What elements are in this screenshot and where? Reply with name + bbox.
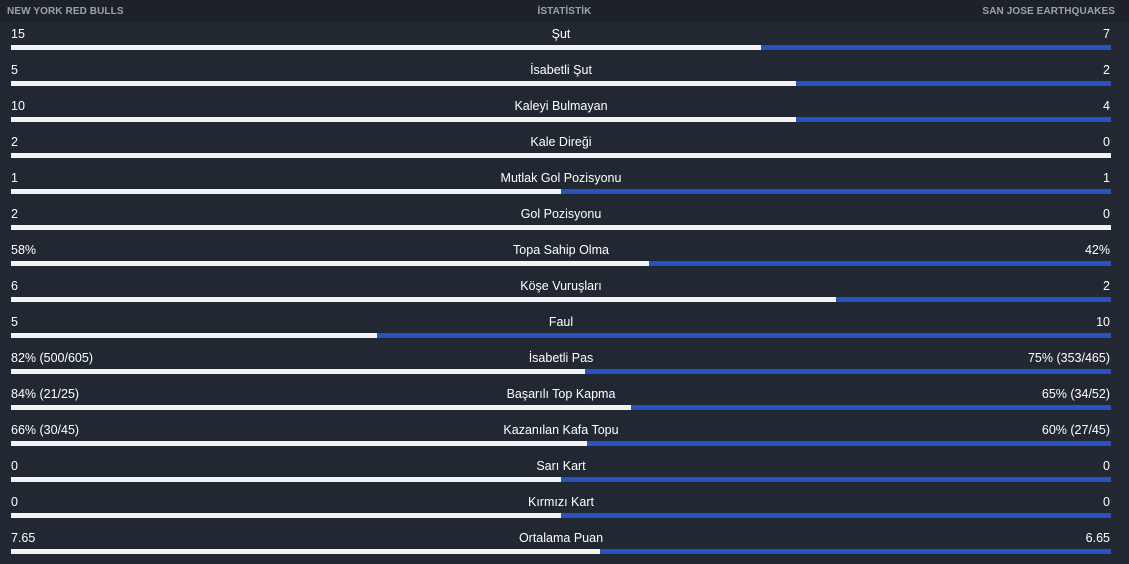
stat-label: Kale Direği xyxy=(530,135,592,149)
home-share-fill xyxy=(11,297,836,302)
away-value: 6.65 xyxy=(1085,531,1110,545)
home-share-fill xyxy=(11,549,600,554)
away-value: 75% (353/465) xyxy=(1027,351,1110,365)
home-share-fill xyxy=(11,45,762,50)
home-value: 5 xyxy=(11,63,18,77)
home-value: 6 xyxy=(11,279,18,293)
stat-label: Ortalama Puan xyxy=(518,531,604,545)
home-value: 58% xyxy=(11,243,37,257)
comparison-bar xyxy=(11,513,1111,518)
comparison-bar xyxy=(11,153,1111,158)
stat-label: Faul xyxy=(548,315,574,329)
stat-row: 66% (30/45) Kazanılan Kafa Topu 60% (27/45… xyxy=(0,418,1129,454)
stat-row: 2 Kale Direği 0 xyxy=(0,130,1129,166)
away-value: 0 xyxy=(1103,207,1110,221)
home-value: 15 xyxy=(11,27,25,41)
comparison-bar xyxy=(11,261,1111,266)
stat-row: 2 Gol Pozisyonu 0 xyxy=(0,202,1129,238)
comparison-bar xyxy=(11,477,1111,482)
stat-row: 7.65 Ortalama Puan 6.65 xyxy=(0,526,1129,562)
home-value: 1 xyxy=(11,171,18,185)
home-share-fill xyxy=(11,225,1111,230)
comparison-bar xyxy=(11,81,1111,86)
comparison-bar xyxy=(11,405,1111,410)
stat-label: Gol Pozisyonu xyxy=(520,207,602,221)
stat-row: 5 İsabetli Şut 2 xyxy=(0,58,1129,94)
away-value: 1 xyxy=(1103,171,1110,185)
away-value: 65% (34/52) xyxy=(1041,387,1110,401)
home-share-fill xyxy=(11,261,649,266)
away-value: 0 xyxy=(1103,495,1110,509)
home-share-fill xyxy=(11,333,378,338)
stat-row: 15 Şut 7 xyxy=(0,22,1129,58)
home-team-name: NEW YORK RED BULLS xyxy=(7,6,124,17)
away-team-name: SAN JOSE EARTHQUAKES xyxy=(982,6,1115,17)
stats-header: NEW YORK RED BULLS İSTATİSTİK SAN JOSE E… xyxy=(0,0,1129,22)
comparison-bar xyxy=(11,117,1111,122)
stat-label: Köşe Vuruşları xyxy=(520,279,602,293)
home-share-fill xyxy=(11,189,561,194)
stat-row: 5 Faul 10 xyxy=(0,310,1129,346)
home-share-fill xyxy=(11,117,797,122)
stats-title: İSTATİSTİK xyxy=(537,6,592,17)
comparison-bar xyxy=(11,297,1111,302)
home-value: 84% (21/25) xyxy=(11,387,80,401)
stat-label: İsabetli Pas xyxy=(528,351,594,365)
stat-label: Kırmızı Kart xyxy=(528,495,594,509)
home-share-fill xyxy=(11,81,797,86)
away-value: 10 xyxy=(1096,315,1110,329)
away-value: 42% xyxy=(1084,243,1110,257)
home-share-fill xyxy=(11,369,586,374)
away-value: 60% (27/45) xyxy=(1041,423,1110,437)
stat-row: 6 Köşe Vuruşları 2 xyxy=(0,274,1129,310)
stat-row: 84% (21/25) Başarılı Top Kapma 65% (34/52) xyxy=(0,382,1129,418)
home-value: 2 xyxy=(11,207,18,221)
away-value: 2 xyxy=(1103,279,1110,293)
home-value: 7.65 xyxy=(11,531,36,545)
stat-label: Mutlak Gol Pozisyonu xyxy=(500,171,622,185)
stat-row: 58% Topa Sahip Olma 42% xyxy=(0,238,1129,274)
stat-row: 82% (500/605) İsabetli Pas 75% (353/465) xyxy=(0,346,1129,382)
comparison-bar xyxy=(11,225,1111,230)
stat-label: Sarı Kart xyxy=(536,459,586,473)
comparison-bar xyxy=(11,441,1111,446)
stat-label: Başarılı Top Kapma xyxy=(506,387,616,401)
stat-row: 10 Kaleyi Bulmayan 4 xyxy=(0,94,1129,130)
home-value: 2 xyxy=(11,135,18,149)
stat-label: Kazanılan Kafa Topu xyxy=(503,423,619,437)
stat-row: 0 Sarı Kart 0 xyxy=(0,454,1129,490)
home-share-fill xyxy=(11,405,632,410)
stat-label: Topa Sahip Olma xyxy=(513,243,609,257)
away-value: 7 xyxy=(1103,27,1110,41)
comparison-bar xyxy=(11,45,1111,50)
home-value: 66% (30/45) xyxy=(11,423,80,437)
stat-row: 0 Kırmızı Kart 0 xyxy=(0,490,1129,526)
stat-label: Şut xyxy=(551,27,571,41)
away-value: 4 xyxy=(1103,99,1110,113)
stat-label: İsabetli Şut xyxy=(530,63,592,77)
stat-row: 1 Mutlak Gol Pozisyonu 1 xyxy=(0,166,1129,202)
stat-label: Kaleyi Bulmayan xyxy=(514,99,608,113)
home-value: 82% (500/605) xyxy=(11,351,94,365)
comparison-bar xyxy=(11,549,1111,554)
away-value: 0 xyxy=(1103,459,1110,473)
home-share-fill xyxy=(11,477,561,482)
home-value: 10 xyxy=(11,99,25,113)
home-share-fill xyxy=(11,513,561,518)
home-value: 0 xyxy=(11,495,18,509)
away-value: 0 xyxy=(1103,135,1110,149)
home-share-fill xyxy=(11,441,588,446)
comparison-bar xyxy=(11,369,1111,374)
stats-list: 15 Şut 7 5 İsabetli Şut 2 10 Kaleyi Bulmayan 4 2 K… xyxy=(0,22,1129,562)
away-value: 2 xyxy=(1103,63,1110,77)
home-value: 5 xyxy=(11,315,18,329)
comparison-bar xyxy=(11,333,1111,338)
comparison-bar xyxy=(11,189,1111,194)
home-value: 0 xyxy=(11,459,18,473)
home-share-fill xyxy=(11,153,1111,158)
